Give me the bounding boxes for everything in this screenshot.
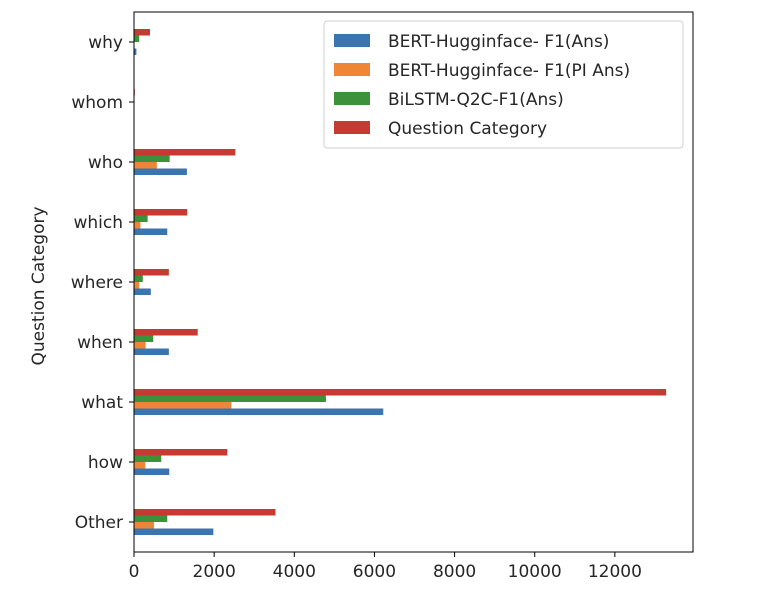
bar-which-series-3 bbox=[134, 209, 188, 216]
bar-why-series-2 bbox=[134, 35, 140, 42]
legend-label: BiLSTM-Q2C-F1(Ans) bbox=[388, 90, 564, 110]
legend-swatch bbox=[334, 34, 370, 47]
bar-where-series-0 bbox=[134, 288, 151, 295]
bar-other-series-2 bbox=[134, 515, 168, 522]
bar-what-series-3 bbox=[134, 389, 667, 396]
bar-how-series-1 bbox=[134, 462, 146, 469]
legend-swatch bbox=[334, 63, 370, 76]
bar-where-series-1 bbox=[134, 282, 140, 289]
bar-who-series-2 bbox=[134, 155, 170, 162]
bar-other-series-3 bbox=[134, 509, 276, 516]
x-ticks: 0 2000 4000 6000 8000 10000 12000 bbox=[129, 552, 642, 582]
bar-who-series-0 bbox=[134, 168, 187, 175]
bar-other-series-0 bbox=[134, 528, 214, 535]
x-tick-label: 0 bbox=[129, 562, 140, 582]
bar-why-series-0 bbox=[134, 48, 137, 55]
bar-who-series-3 bbox=[134, 149, 236, 156]
bar-how-series-2 bbox=[134, 455, 162, 462]
y-tick-label: why bbox=[88, 33, 123, 53]
y-tick-label: who bbox=[88, 153, 123, 173]
bar-what-series-2 bbox=[134, 395, 326, 402]
y-tick-label: how bbox=[88, 453, 123, 473]
bar-why-series-3 bbox=[134, 29, 151, 36]
y-tick-label: what bbox=[81, 393, 123, 413]
legend-swatch bbox=[334, 121, 370, 134]
legend-label: Question Category bbox=[388, 119, 547, 139]
bar-when-series-3 bbox=[134, 329, 198, 336]
bar-when-series-2 bbox=[134, 335, 154, 342]
bar-when-series-1 bbox=[134, 342, 146, 349]
legend: BERT-Hugginface- F1(Ans) BERT-Hugginface-… bbox=[323, 20, 684, 149]
bar-what-series-1 bbox=[134, 402, 232, 409]
bar-how-series-0 bbox=[134, 468, 170, 475]
x-tick-label: 4000 bbox=[273, 562, 316, 582]
legend-label: BERT-Hugginface- F1(Ans) bbox=[388, 32, 609, 52]
bar-how-series-3 bbox=[134, 449, 228, 456]
y-tick-label: whom bbox=[71, 93, 123, 113]
x-tick-label: 12000 bbox=[588, 562, 642, 582]
y-ticks: Other how what when where which who whom why bbox=[71, 33, 134, 533]
x-tick-label: 2000 bbox=[193, 562, 236, 582]
bar-who-series-1 bbox=[134, 162, 157, 169]
bar-when-series-0 bbox=[134, 348, 169, 355]
bar-which-series-1 bbox=[134, 222, 141, 229]
bar-other-series-1 bbox=[134, 522, 155, 529]
bar-what-series-0 bbox=[134, 408, 384, 415]
bar-where-series-3 bbox=[134, 269, 169, 276]
x-tick-label: 10000 bbox=[508, 562, 562, 582]
y-tick-label: which bbox=[73, 213, 123, 233]
legend-label: BERT-Hugginface- F1(PI Ans) bbox=[388, 61, 630, 81]
y-tick-label: where bbox=[71, 273, 123, 293]
bar-which-series-2 bbox=[134, 215, 148, 222]
bar-which-series-0 bbox=[134, 228, 168, 235]
legend-swatch bbox=[334, 92, 370, 105]
x-tick-label: 8000 bbox=[433, 562, 476, 582]
y-tick-label: Other bbox=[75, 513, 123, 533]
y-axis-label: Question Category bbox=[29, 206, 49, 365]
bars-layer bbox=[134, 29, 667, 535]
bar-where-series-2 bbox=[134, 275, 143, 282]
y-tick-label: when bbox=[77, 333, 123, 353]
x-tick-label: 6000 bbox=[353, 562, 396, 582]
legend-frame bbox=[323, 20, 684, 149]
